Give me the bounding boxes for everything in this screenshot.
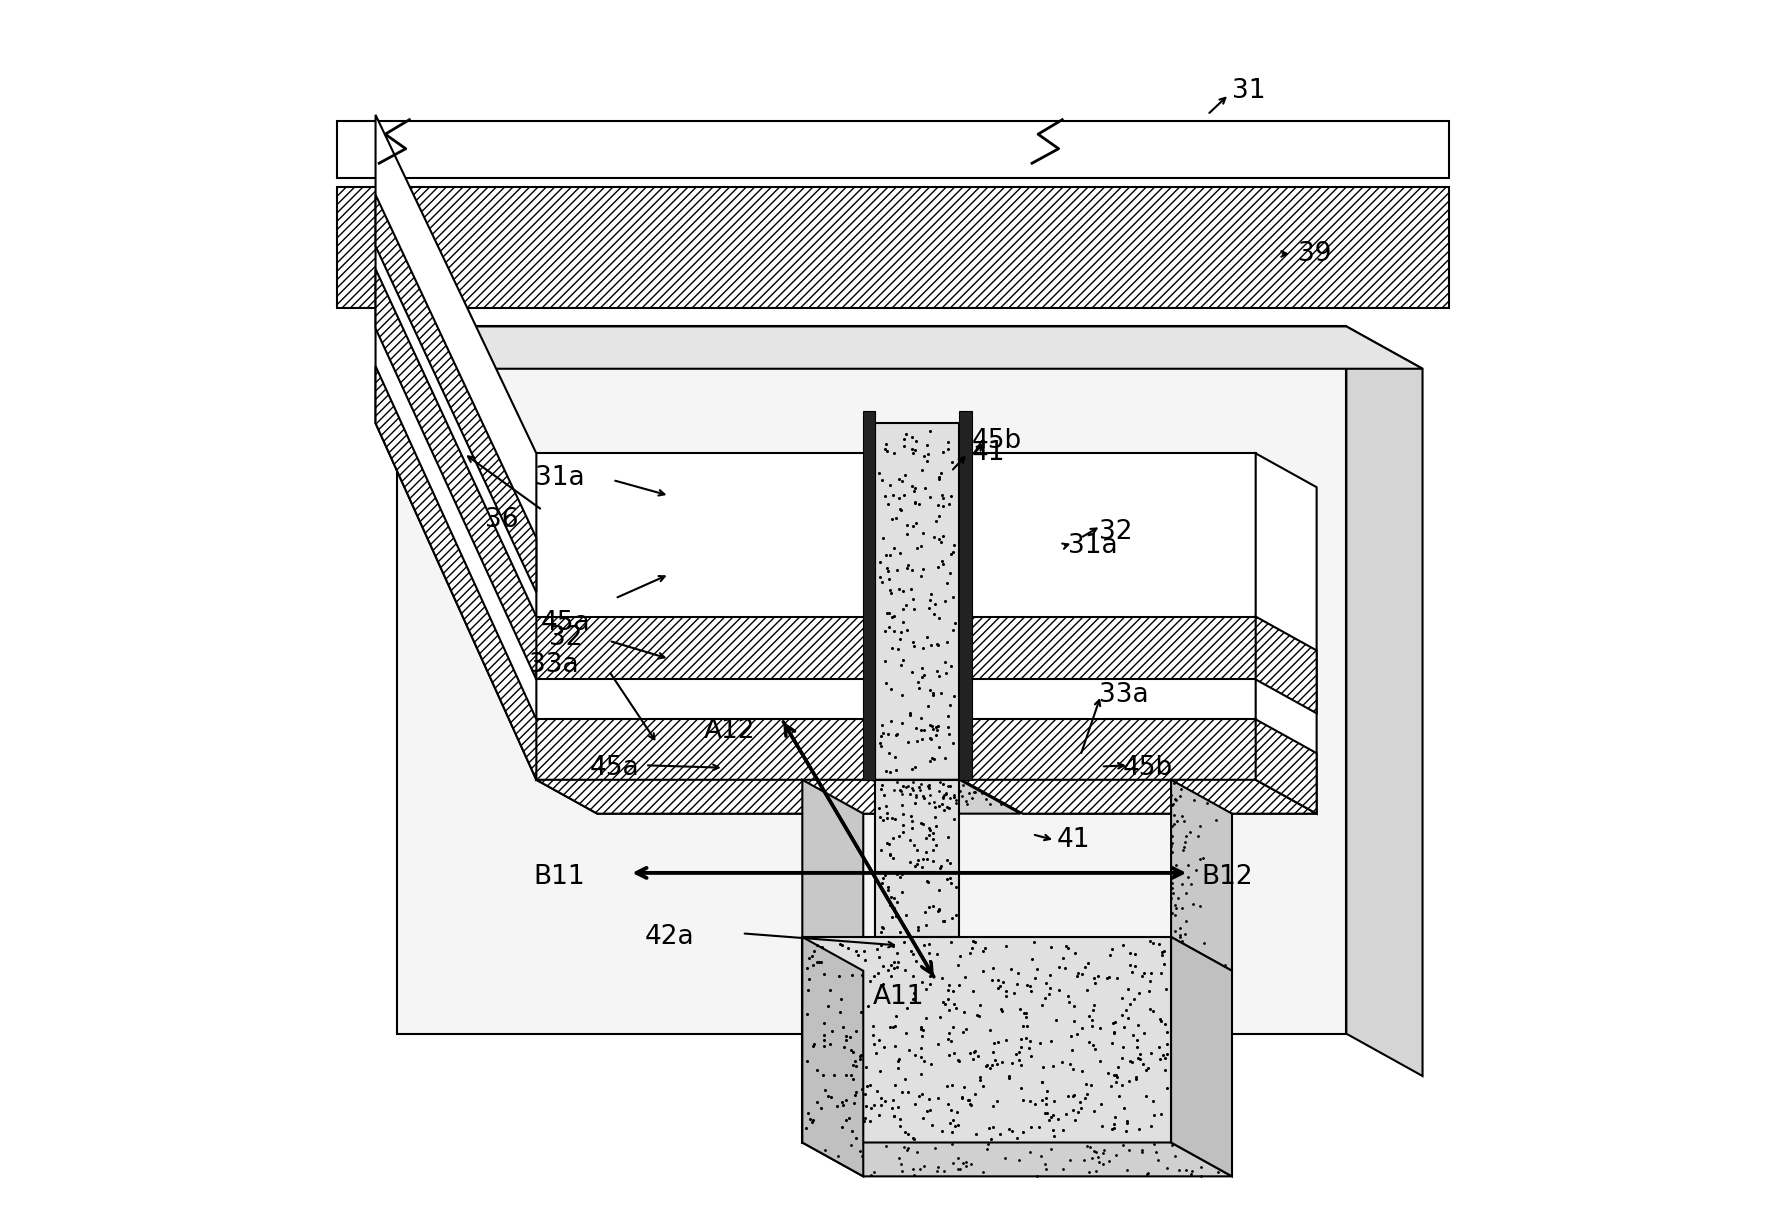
Text: 33a: 33a xyxy=(529,652,579,678)
Text: 31a: 31a xyxy=(536,464,584,491)
Text: 41: 41 xyxy=(972,440,1006,467)
Polygon shape xyxy=(872,453,934,814)
Text: 45a: 45a xyxy=(541,609,591,636)
Polygon shape xyxy=(396,326,1422,369)
Text: 45a: 45a xyxy=(589,754,639,781)
Polygon shape xyxy=(536,617,872,679)
Polygon shape xyxy=(536,780,934,814)
Polygon shape xyxy=(1347,326,1422,1076)
Polygon shape xyxy=(1256,453,1316,814)
Polygon shape xyxy=(536,780,934,814)
Polygon shape xyxy=(1256,617,1316,713)
Polygon shape xyxy=(338,187,1448,308)
Polygon shape xyxy=(375,195,536,592)
Polygon shape xyxy=(802,937,863,1176)
Polygon shape xyxy=(963,719,1256,780)
Text: 45b: 45b xyxy=(972,428,1022,455)
Polygon shape xyxy=(536,719,872,780)
Polygon shape xyxy=(963,617,1256,679)
Polygon shape xyxy=(1172,937,1232,1176)
Text: 33a: 33a xyxy=(1098,682,1148,708)
Polygon shape xyxy=(875,423,959,780)
Polygon shape xyxy=(963,453,1256,780)
Text: A11: A11 xyxy=(873,984,925,1011)
Text: 45b: 45b xyxy=(1123,754,1173,781)
Text: 31: 31 xyxy=(1232,77,1264,104)
Text: 32: 32 xyxy=(1098,519,1132,545)
Text: 32: 32 xyxy=(548,625,582,652)
Polygon shape xyxy=(875,780,1020,814)
Polygon shape xyxy=(1172,780,1232,971)
Text: 41: 41 xyxy=(1056,827,1089,854)
Text: A12: A12 xyxy=(704,718,755,745)
Polygon shape xyxy=(396,326,1347,1034)
Polygon shape xyxy=(802,780,863,971)
Polygon shape xyxy=(875,780,959,937)
Polygon shape xyxy=(872,719,934,814)
Text: 31a: 31a xyxy=(1068,533,1118,560)
Polygon shape xyxy=(536,453,872,780)
Polygon shape xyxy=(338,121,1448,178)
Polygon shape xyxy=(959,411,972,780)
Polygon shape xyxy=(802,937,1172,1143)
Polygon shape xyxy=(963,780,1316,814)
Polygon shape xyxy=(963,780,1316,814)
Polygon shape xyxy=(872,617,934,713)
Text: 42a: 42a xyxy=(645,924,695,950)
Polygon shape xyxy=(375,115,536,780)
Polygon shape xyxy=(863,411,875,780)
Text: 39: 39 xyxy=(1298,241,1332,267)
Polygon shape xyxy=(802,1143,1232,1176)
Text: B11: B11 xyxy=(532,863,584,890)
Polygon shape xyxy=(1256,719,1316,814)
Polygon shape xyxy=(375,366,536,780)
Text: 36: 36 xyxy=(484,507,518,533)
Polygon shape xyxy=(375,268,536,679)
Text: B12: B12 xyxy=(1202,863,1254,890)
